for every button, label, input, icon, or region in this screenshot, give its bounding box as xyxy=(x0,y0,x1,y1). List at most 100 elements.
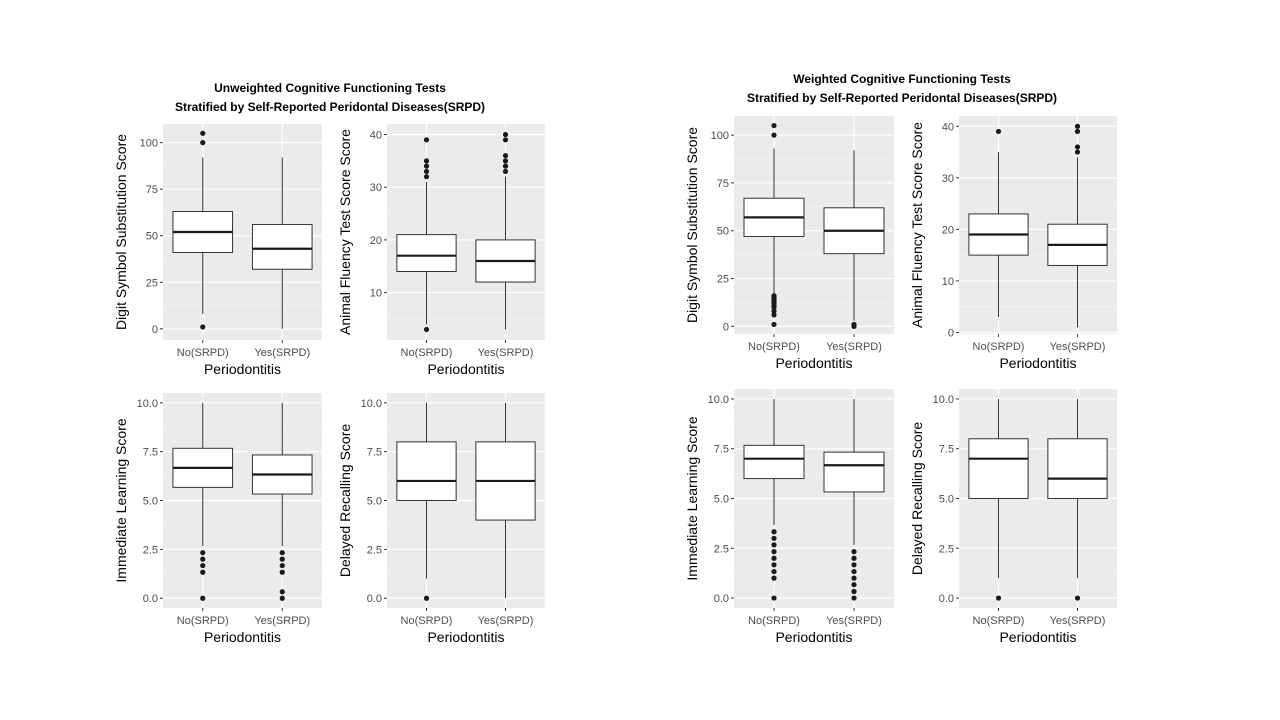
outlier-point xyxy=(1074,128,1081,135)
outlier-point xyxy=(423,137,430,143)
boxplot-immediate-learning-weighted: 0.0 2.5 5.0 7.5 10.0 No(SRPD) Yes(SRPD) Periodo… xyxy=(684,389,894,645)
outlier-point xyxy=(1074,149,1081,155)
y-tick-label: 10.0 xyxy=(137,398,158,410)
y-tick-label: 5.0 xyxy=(143,496,158,508)
x-tick-label: Yes(SRPD) xyxy=(254,347,310,359)
y-tick-label: 30 xyxy=(370,182,382,194)
left-title-line2: Stratified by Self-Reported Peridontal D… xyxy=(174,100,486,114)
y-tick-label: 0 xyxy=(152,324,158,336)
y-tick-label: 0.0 xyxy=(714,593,729,605)
boxplot-immediate-learning-unweighted: 0.0 2.5 5.0 7.5 10.0 No(SRPD) Yes(SRPD) Periodo… xyxy=(113,393,322,645)
outlier-point xyxy=(771,535,777,541)
y-tick-label: 30 xyxy=(942,173,954,185)
outlier-point xyxy=(771,568,777,575)
x-axis-label: Periodontitis xyxy=(204,361,281,377)
boxplot-animal-fluency-weighted: 0 10 20 30 40 No(SRPD) Yes(SRPD) Periodontitis A… xyxy=(909,116,1117,371)
outlier-point xyxy=(771,542,777,548)
outlier-point xyxy=(200,556,206,562)
boxplot-animal-fluency-unweighted: 10 20 30 40 No(SRPD) Yes(SRPD) Periodontitis An… xyxy=(337,124,545,377)
x-tick-label: Yes(SRPD) xyxy=(826,341,882,353)
x-axis-label: Periodontitis xyxy=(427,361,504,377)
outlier-point xyxy=(771,321,777,328)
outlier-point xyxy=(200,595,206,601)
outlier-point xyxy=(279,589,285,595)
y-tick-label: 20 xyxy=(942,224,954,236)
outlier-point xyxy=(200,140,206,146)
x-axis-label: Periodontitis xyxy=(204,629,281,645)
y-tick-label: 25 xyxy=(146,277,158,289)
outlier-point xyxy=(771,595,777,601)
right-figure-title: Weighted Cognitive Functioning Tests Str… xyxy=(702,70,1102,108)
outlier-point xyxy=(771,562,777,568)
outlier-point xyxy=(851,575,857,581)
box-Yes(SRPD) xyxy=(823,150,885,329)
outlier-point xyxy=(423,163,430,169)
x-tick-label: No(SRPD) xyxy=(748,615,800,627)
y-tick-label: 0 xyxy=(723,321,729,333)
x-tick-label: Yes(SRPD) xyxy=(1050,615,1106,627)
y-tick-label: 2.5 xyxy=(939,543,954,555)
outlier-point xyxy=(200,130,206,136)
y-axis-label: Digit Symbol Substitution Score xyxy=(684,127,700,323)
box-Yes(SRPD) xyxy=(475,131,536,330)
outlier-point xyxy=(502,158,509,164)
box-No(SRPD) xyxy=(968,128,1029,317)
x-axis-label: Periodontitis xyxy=(999,355,1076,371)
iqr-box xyxy=(1047,438,1108,499)
outlier-point xyxy=(423,326,430,333)
right-title-line2: Stratified by Self-Reported Peridontal D… xyxy=(746,91,1058,105)
y-tick-label: 0.0 xyxy=(367,593,382,605)
outlier-point xyxy=(851,568,857,575)
x-tick-label: No(SRPD) xyxy=(973,341,1025,353)
box-No(SRPD) xyxy=(743,122,805,328)
box-Yes(SRPD) xyxy=(1047,398,1108,601)
panel-background xyxy=(387,124,545,340)
outlier-point xyxy=(851,582,857,588)
x-tick-label: Yes(SRPD) xyxy=(1050,341,1106,353)
y-tick-label: 50 xyxy=(146,231,158,243)
outlier-point xyxy=(851,588,857,595)
y-tick-label: 7.5 xyxy=(367,447,382,459)
outlier-point xyxy=(279,550,285,556)
y-tick-label: 0.0 xyxy=(939,593,954,605)
outlier-point xyxy=(771,312,777,318)
box-Yes(SRPD) xyxy=(475,402,536,599)
outlier-point xyxy=(502,131,509,138)
box-No(SRPD) xyxy=(172,130,234,330)
outlier-point xyxy=(423,158,430,164)
outlier-point xyxy=(1074,144,1081,150)
x-axis-label: Periodontitis xyxy=(999,629,1076,645)
outlier-point xyxy=(851,562,857,568)
y-tick-label: 0.0 xyxy=(143,593,158,605)
outlier-point xyxy=(502,137,509,143)
x-tick-label: No(SRPD) xyxy=(177,615,229,627)
outlier-point xyxy=(423,168,430,175)
y-axis-label: Animal Fluency Test Score Score xyxy=(909,122,925,328)
outlier-point xyxy=(200,324,206,330)
y-axis-label: Animal Fluency Test Score Score xyxy=(337,129,353,335)
y-tick-label: 5.0 xyxy=(367,496,382,508)
boxplot-delayed-recall-weighted: 0.0 2.5 5.0 7.5 10.0 No(SRPD) Yes(SRPD) Periodo… xyxy=(909,389,1117,645)
y-tick-label: 100 xyxy=(140,138,158,150)
x-axis-label: Periodontitis xyxy=(427,629,504,645)
y-tick-label: 0 xyxy=(948,327,954,339)
outlier-point xyxy=(851,549,857,555)
x-tick-label: Yes(SRPD) xyxy=(254,615,310,627)
iqr-box xyxy=(396,234,457,273)
y-axis-label: Delayed Recalling Score xyxy=(337,424,353,578)
y-tick-label: 25 xyxy=(717,274,729,286)
box-Yes(SRPD) xyxy=(251,402,313,601)
x-tick-label: Yes(SRPD) xyxy=(478,615,534,627)
x-tick-label: No(SRPD) xyxy=(401,347,453,359)
outlier-point xyxy=(200,562,206,569)
y-tick-label: 40 xyxy=(370,130,382,142)
outlier-point xyxy=(771,308,777,314)
y-tick-label: 5.0 xyxy=(714,494,729,506)
outlier-point xyxy=(279,569,285,575)
boxplot-digit-symbol-weighted: 0 25 50 75 100 No(SRPD) Yes(SRPD) Periodontitis… xyxy=(684,116,894,371)
y-axis-label: Immediate Learning Score xyxy=(684,416,700,580)
outlier-point xyxy=(502,163,509,169)
outlier-point xyxy=(423,595,430,601)
outlier-point xyxy=(851,321,857,328)
outlier-point xyxy=(423,174,430,180)
